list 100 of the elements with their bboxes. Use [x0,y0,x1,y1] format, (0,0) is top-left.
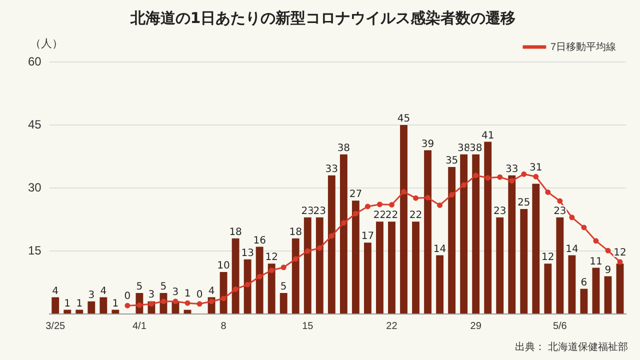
point [172,298,178,304]
x-tick-label: 15 [302,320,314,332]
y-tick-label: 60 [28,54,42,68]
x-tick-label: 29 [470,320,482,332]
data-label: 1 [112,298,119,310]
point [244,282,250,288]
data-label: 3 [148,290,155,301]
bar [112,310,120,314]
point [425,194,431,200]
data-label: 23 [554,206,566,217]
data-label: 17 [361,231,374,242]
bar [352,200,360,314]
point [316,245,322,251]
bar [388,222,396,314]
x-tick-label: 22 [386,320,398,332]
point [220,296,226,302]
bar [484,142,492,314]
point [376,202,382,208]
bar [52,297,60,314]
data-label: 38 [337,142,350,154]
x-tick-label: 5/6 [552,320,568,332]
bar [304,217,312,314]
point [569,214,575,220]
data-label: 22 [385,210,398,222]
data-label: 27 [349,189,362,200]
bar [616,264,624,314]
bar [328,175,336,314]
point [461,182,467,188]
point [605,248,611,254]
x-tick-label: 4/1 [132,320,147,332]
y-tick-label: 15 [28,243,42,258]
bar [544,264,552,314]
data-label: 31 [530,162,542,174]
data-label: 13 [241,248,254,259]
point [593,238,599,244]
data-label: 9 [604,264,612,276]
y-tick-label: 30 [28,180,42,194]
data-label: 33 [325,164,338,175]
data-label: 25 [518,198,530,209]
point [196,301,202,307]
data-label: 41 [481,130,494,142]
data-label: 6 [580,277,588,288]
point [340,220,346,226]
point [545,189,551,195]
point [509,178,515,184]
point [232,286,238,292]
point [581,224,587,230]
data-label: 23 [313,206,326,217]
data-label: 4 [52,286,59,297]
bar [520,209,528,314]
point [364,204,370,210]
point [184,300,190,306]
data-label: 23 [301,206,314,217]
data-label: 18 [289,226,302,238]
bar [244,259,252,314]
point [617,259,623,265]
point [413,195,419,201]
bar [280,293,288,314]
data-label: 12 [542,252,554,264]
bar [232,238,240,314]
bar [64,310,72,314]
bar [76,310,84,314]
bar [556,217,564,314]
bar [316,217,324,314]
data-label: 14 [566,244,578,255]
data-label: 1 [76,298,83,310]
data-label: 0 [124,291,131,302]
bar [460,154,468,314]
point [521,171,527,177]
y-axis-title: （人） [30,36,63,51]
data-label: 3 [88,290,95,301]
bar [532,184,540,314]
data-label: 12 [614,248,626,259]
data-label: 14 [433,244,446,255]
point [292,256,298,262]
data-label: 18 [229,226,242,238]
bar [400,125,408,314]
bar [292,238,300,314]
x-tick-label: 3/25 [46,320,66,332]
point [124,302,130,308]
data-label: 5 [136,282,143,293]
bar [568,255,576,314]
point [485,175,491,181]
point [388,202,394,208]
data-label: 22 [373,210,386,222]
bar [376,222,384,314]
bar [436,255,444,314]
data-label: 45 [397,114,410,125]
source-note: 出典： 北海道保健福祉部 [514,340,628,354]
bar [220,272,228,314]
point [328,233,334,239]
point [352,210,358,216]
bar [412,222,420,314]
data-label: 5 [280,282,287,293]
point [256,274,262,280]
data-label: 4 [208,286,215,297]
data-label: 4 [100,286,107,297]
x-tick-label: 8 [220,320,227,332]
legend-label: 7日移動平均線 [550,40,616,53]
point [533,174,539,180]
